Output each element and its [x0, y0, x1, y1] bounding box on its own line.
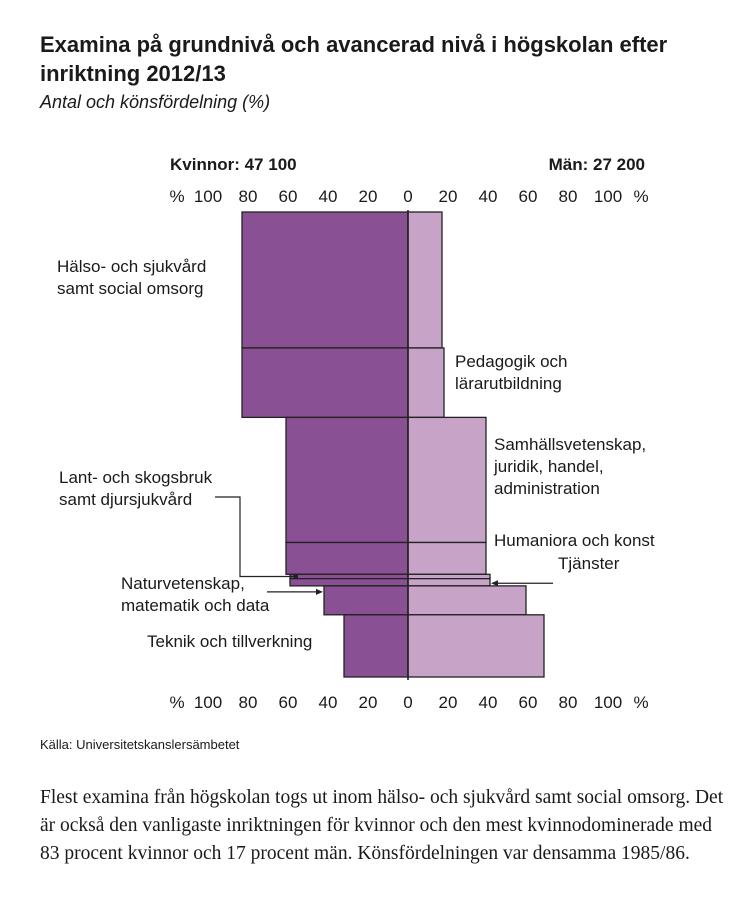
bar-men: [407, 614, 545, 678]
tick-label: 20: [439, 187, 458, 206]
tick-label: 100: [594, 187, 622, 206]
tick-label: 80: [239, 187, 258, 206]
category-label: lärarutbildning: [455, 374, 562, 393]
axis-unit-left: %: [169, 693, 184, 712]
category-label: Teknik och tillverkning: [147, 632, 312, 651]
tick-label: 100: [194, 187, 222, 206]
category-label: Hälso- och sjukvård: [57, 257, 206, 276]
tick-label: 80: [239, 693, 258, 712]
bars: [241, 210, 545, 680]
tick-label: 60: [519, 693, 538, 712]
tick-label: 0: [403, 693, 412, 712]
tick-label: 20: [439, 693, 458, 712]
tick-label: 80: [559, 693, 578, 712]
category-label: matematik och data: [121, 596, 270, 615]
bar-women: [289, 573, 409, 580]
category-label: juridik, handel,: [493, 457, 604, 476]
tick-label: 20: [359, 693, 378, 712]
bar-men: [407, 211, 443, 349]
bar-women: [241, 211, 409, 349]
top-axis-ticks: 100 80 60 40 20 0 20 40 60 80 100%%: [169, 187, 648, 206]
tick-label: 20: [359, 187, 378, 206]
bar-men: [407, 416, 487, 544]
tick-label: 60: [279, 187, 298, 206]
bar-women: [343, 614, 409, 678]
tick-label: 100: [594, 693, 622, 712]
source-note: Källa: Universitetskanslersämbetet: [40, 737, 240, 752]
leader-line: [215, 496, 296, 578]
bar-men: [407, 541, 487, 575]
arrow-head: [491, 580, 498, 587]
women-total-label: Kvinnor: 47 100: [170, 155, 297, 174]
tick-label: 60: [279, 693, 298, 712]
tick-label: 40: [479, 187, 498, 206]
bottom-axis-ticks: 100 80 60 40 20 0 20 40 60 80 100%%: [169, 693, 648, 712]
bar-women: [241, 347, 409, 419]
tick-label: 80: [559, 187, 578, 206]
chart-subtitle: Antal och könsfördelning (%): [40, 92, 271, 112]
category-labels: Hälso- och sjukvård samt social omsorg Ped…: [57, 257, 655, 651]
category-label: Samhällsvetenskap,: [494, 435, 646, 454]
axis-unit-left: %: [169, 187, 184, 206]
bar-men: [407, 577, 491, 587]
tick-label: 60: [519, 187, 538, 206]
bar-men: [407, 573, 491, 580]
tick-label: 40: [479, 693, 498, 712]
bar-men: [407, 585, 527, 616]
tick-label: 40: [319, 187, 338, 206]
category-label: samt djursjukvård: [59, 490, 192, 509]
category-label: Tjänster: [558, 554, 620, 573]
category-label: Humaniora och konst: [494, 531, 655, 550]
category-label: Lant- och skogsbruk: [59, 468, 213, 487]
bar-women: [289, 577, 409, 587]
diverging-bar-chart: Kvinnor: 47 100 Män: 27 200 100 80 60 40 20 0…: [57, 155, 655, 712]
category-label: Naturvetenskap,: [121, 574, 245, 593]
tick-label: 0: [403, 187, 412, 206]
chart-title: Examina på grundnivå och avancerad nivå …: [40, 32, 668, 86]
axis-unit-right: %: [633, 187, 648, 206]
arrow-head: [316, 588, 323, 595]
arrow-head: [291, 573, 298, 580]
bar-women: [323, 585, 409, 616]
category-label: administration: [494, 479, 600, 498]
tick-label: 40: [319, 693, 338, 712]
category-label: samt social omsorg: [57, 279, 203, 298]
bar-women: [285, 416, 409, 544]
body-paragraph: Flest examina från högskolan togs ut ino…: [40, 787, 724, 864]
category-label: Pedagogik och: [455, 352, 567, 371]
tick-label: 100: [194, 693, 222, 712]
bar-women: [285, 541, 409, 575]
axis-unit-right: %: [633, 693, 648, 712]
bar-men: [407, 347, 445, 419]
men-total-label: Män: 27 200: [549, 155, 645, 174]
